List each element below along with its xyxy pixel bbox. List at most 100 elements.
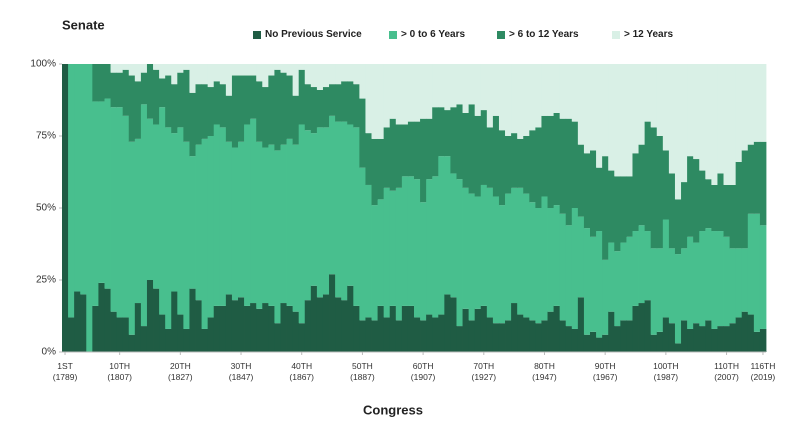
legend-item: > 0 to 6 Years [389, 29, 465, 40]
bar-segment [571, 121, 579, 208]
bar-segment [407, 305, 415, 352]
bar-segment [577, 144, 585, 217]
bar-segment [517, 187, 524, 315]
bar-segment [590, 150, 597, 237]
bar-segment [395, 320, 403, 352]
x-tick-label: 60TH (1907) [410, 361, 436, 382]
bar-segment [256, 308, 263, 352]
bar-segment [159, 64, 166, 79]
bar-segment [590, 331, 597, 352]
bar-segment [650, 64, 658, 128]
bar-segment [401, 124, 409, 177]
bar-segment [438, 64, 445, 108]
bar-segment [286, 64, 294, 76]
bar-segment [329, 115, 336, 275]
bar-segment [353, 305, 360, 352]
bar-segment [298, 69, 306, 125]
bar-segment [377, 199, 385, 306]
bar-segment [426, 314, 433, 352]
bar-segment [662, 150, 670, 220]
bar-segment [165, 328, 172, 352]
bar-segment [486, 127, 494, 188]
bar-segment [401, 305, 409, 352]
bar-segment [462, 187, 470, 309]
bar-segment [329, 64, 336, 85]
bar-segment [225, 294, 233, 352]
bar-segment [656, 64, 664, 136]
bar-segment [596, 167, 603, 232]
bar-segment [341, 300, 348, 352]
bar-segment [480, 305, 488, 352]
bar-segment [432, 317, 439, 352]
bar-segment [753, 64, 761, 142]
bar-segment [523, 64, 530, 136]
bar-segment [456, 104, 463, 180]
legend-item: No Previous Service [253, 29, 362, 40]
bar-segment [535, 64, 542, 128]
y-tick-label: 75% [36, 131, 56, 142]
bar-segment [310, 64, 318, 88]
bar-segment [231, 64, 239, 76]
bar-segment [474, 308, 482, 352]
bar-segment [353, 64, 360, 85]
bar-segment [407, 176, 415, 306]
bar-segment [274, 150, 281, 324]
bar-segment [687, 236, 694, 329]
bar-segment [80, 294, 87, 352]
bar-segment [359, 167, 366, 321]
bar-segment [140, 72, 148, 105]
bar-segment [650, 248, 658, 335]
legend-label: > 12 Years [624, 29, 674, 40]
bar-segment [741, 311, 749, 352]
bar-segment [614, 326, 621, 352]
bar-segment [626, 320, 633, 352]
bar-segment [668, 64, 676, 174]
bar-segment [134, 81, 142, 139]
bar-segment [201, 138, 209, 329]
bar-segment [711, 231, 718, 329]
bar-segment [614, 64, 621, 177]
bar-segment [292, 144, 300, 312]
bar-segment [602, 64, 609, 157]
bar-segment [608, 170, 615, 243]
bar-segment [165, 127, 172, 329]
bar-segment [310, 133, 318, 286]
bar-segment [201, 328, 209, 352]
bar-segment [414, 317, 421, 352]
bar-segment [674, 64, 682, 200]
bar-segment [468, 104, 476, 194]
bar-segment [371, 138, 378, 206]
bar-segment [110, 107, 118, 312]
bar-segment [329, 274, 336, 352]
bar-segment [274, 69, 281, 151]
bar-segment [298, 64, 306, 70]
bar-segment [304, 84, 312, 131]
bar-segment [213, 64, 221, 82]
bar-segment [759, 64, 767, 142]
legend-label: No Previous Service [265, 29, 362, 40]
bar-segment [201, 64, 209, 85]
bar-segment [511, 64, 518, 134]
bar-segment [650, 127, 658, 249]
bar-segment [92, 64, 99, 102]
bar-segment [541, 320, 548, 352]
bar-segment [322, 64, 330, 88]
bar-segment [335, 84, 342, 122]
bar-segment [304, 64, 312, 85]
bar-segment [729, 248, 737, 324]
bar-segment [492, 115, 500, 197]
bar-segment [729, 184, 737, 249]
bar-segment [159, 314, 166, 352]
bar-segment [438, 156, 445, 315]
bar-segment [547, 64, 554, 116]
y-tick-label: 0% [42, 347, 57, 358]
bar-segment [450, 107, 457, 174]
bar-segment [389, 64, 397, 119]
bar-segment [213, 81, 221, 125]
bar-segment [231, 75, 239, 148]
bar-segment [371, 64, 378, 139]
bar-segment [262, 303, 269, 352]
x-tick-label: 70TH (1927) [471, 361, 497, 382]
bar-segment [620, 320, 627, 352]
